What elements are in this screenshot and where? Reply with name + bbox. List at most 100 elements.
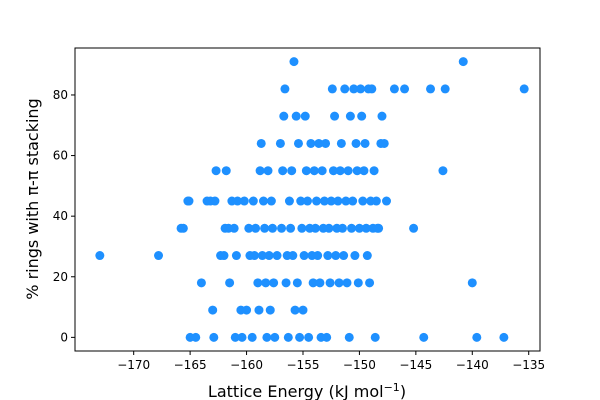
data-point-95 [323,251,333,261]
data-point-60 [283,332,293,342]
data-point-68 [292,278,302,288]
data-point-128 [360,138,370,148]
data-point-84 [310,223,320,233]
data-point-121 [352,166,362,176]
data-point-99 [327,84,337,94]
data-point-100 [328,166,338,176]
data-point-73 [298,305,308,315]
data-point-33 [248,196,258,206]
y-tick-label: 40 [53,209,68,223]
data-point-97 [325,278,335,288]
data-point-108 [337,223,347,233]
data-point-78 [304,332,314,342]
data-point-18 [221,166,231,176]
data-point-77 [303,196,312,206]
data-point-36 [253,278,263,288]
x-tick-label: −150 [343,358,376,372]
data-point-42 [260,223,270,233]
data-point-55 [278,166,288,176]
data-point-47 [265,305,275,315]
data-point-62 [286,223,296,233]
data-point-11 [208,305,218,315]
data-point-129 [361,223,371,233]
data-point-29 [242,305,252,315]
data-point-86 [313,251,323,261]
data-point-56 [279,111,289,121]
data-point-94 [322,332,332,342]
data-point-5 [184,196,194,206]
data-point-25 [233,196,243,206]
data-point-114 [344,332,354,342]
data-point-61 [284,196,294,206]
data-point-13 [210,196,220,206]
data-point-7 [191,332,201,342]
data-point-52 [272,251,282,261]
data-point-102 [331,251,341,261]
data-point-101 [330,111,340,121]
x-axis-label: Lattice Energy (kJ mol−1) [208,381,406,400]
data-point-44 [262,332,272,342]
data-point-1 [154,251,164,261]
data-point-28 [239,196,249,206]
data-point-90 [317,166,327,176]
data-point-43 [261,278,271,288]
data-point-41 [258,196,268,206]
data-point-27 [237,332,247,342]
data-point-71 [296,196,306,206]
y-tick-label: 60 [53,149,68,163]
data-point-83 [309,166,319,176]
data-point-14 [211,166,221,176]
data-point-82 [308,278,318,288]
data-point-130 [362,251,372,261]
data-point-16 [219,251,229,261]
data-point-39 [256,138,266,148]
plot-frame [74,47,541,352]
data-point-34 [249,251,259,261]
data-point-143 [379,138,389,148]
data-point-8 [196,278,206,288]
data-point-96 [324,223,334,233]
data-point-132 [365,278,375,288]
data-point-22 [229,223,239,233]
data-point-76 [301,166,311,176]
x-tick-label: −155 [287,358,320,372]
data-point-32 [247,332,257,342]
data-point-149 [426,84,436,94]
data-point-138 [371,196,381,206]
data-point-98 [326,196,336,206]
data-point-3 [178,223,188,233]
data-point-115 [345,111,355,121]
data-point-145 [389,84,399,94]
data-point-124 [356,84,366,94]
data-point-146 [400,84,410,94]
data-point-151 [440,84,450,94]
data-point-0 [95,251,105,261]
data-point-67 [291,111,301,121]
y-tick-label: 80 [53,88,68,102]
x-tick-label: −145 [399,358,432,372]
data-point-53 [275,138,285,148]
data-point-113 [343,166,353,176]
data-point-23 [230,332,240,342]
y-axis-ticks: 0 20 40 60 80 [53,88,75,344]
data-point-75 [300,111,310,121]
data-point-72 [297,223,307,233]
data-point-51 [270,332,280,342]
data-point-104 [333,196,343,206]
data-point-80 [306,138,316,148]
data-point-74 [299,251,309,261]
data-point-66 [290,305,300,315]
data-point-49 [268,223,278,233]
data-point-65 [289,57,299,67]
data-point-137 [370,332,380,342]
data-point-93 [321,138,331,148]
data-point-46 [264,251,274,261]
data-point-127 [359,166,369,176]
data-point-125 [357,111,367,121]
data-point-110 [340,84,350,94]
data-point-136 [369,166,379,176]
data-point-134 [367,84,377,94]
data-point-122 [353,278,363,288]
data-point-87 [314,138,324,148]
data-point-24 [231,251,241,261]
